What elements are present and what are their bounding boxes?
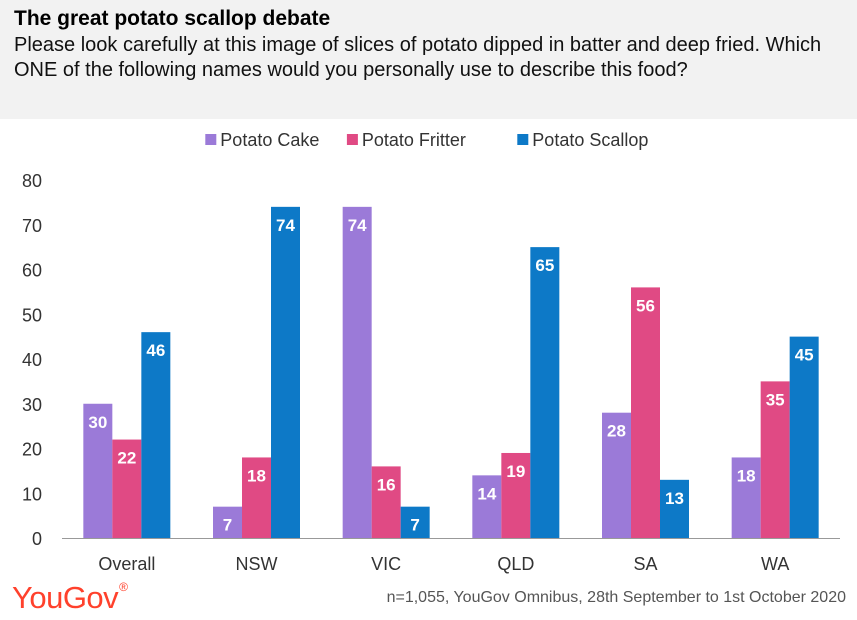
data-label: 56 (636, 296, 655, 315)
bar (400, 506, 430, 538)
y-tick-label: 0 (32, 529, 42, 549)
data-label: 18 (247, 466, 266, 485)
bar (342, 206, 372, 538)
bar (83, 403, 113, 538)
y-tick-label: 30 (22, 395, 42, 415)
legend-label: Potato Fritter (362, 130, 466, 150)
data-label: 7 (223, 516, 232, 535)
yougov-logo: YouGov® (12, 580, 128, 615)
legend-swatch (346, 134, 358, 145)
y-tick-label: 80 (22, 171, 42, 191)
x-tick-label: SA (633, 554, 657, 574)
chart-title: The great potato scallop debate (14, 7, 331, 30)
y-tick-label: 20 (22, 440, 42, 460)
legend-swatch (205, 134, 217, 145)
x-tick-label: QLD (497, 554, 534, 574)
y-tick-label: 10 (22, 484, 42, 504)
y-tick-label: 50 (22, 305, 42, 325)
bar (660, 479, 689, 538)
bar (371, 466, 401, 538)
x-tick-label: VIC (371, 554, 401, 574)
legend-label: Potato Scallop (532, 130, 648, 150)
bar (631, 287, 660, 538)
data-label: 22 (117, 449, 136, 468)
bar (112, 439, 142, 538)
x-tick-label: WA (761, 554, 789, 574)
x-tick-label: NSW (236, 554, 278, 574)
bar (271, 206, 300, 538)
bar (530, 247, 560, 538)
chart-header: The great potato scallop debate Please l… (0, 0, 857, 119)
legend-swatch (517, 134, 529, 145)
footer-note: n=1,055, YouGov Omnibus, 28th September … (386, 589, 846, 606)
bar (472, 475, 502, 538)
bar (789, 336, 819, 538)
y-tick-label: 40 (22, 350, 42, 370)
data-label: 30 (88, 413, 107, 432)
data-label: 74 (348, 216, 367, 235)
data-label: 13 (665, 489, 684, 508)
y-tick-label: 70 (22, 216, 42, 236)
data-label: 16 (377, 475, 396, 494)
data-label: 14 (477, 484, 496, 503)
data-label: 35 (766, 390, 785, 409)
data-label: 65 (535, 256, 554, 275)
bar (242, 457, 271, 538)
chart-subtitle: Please look carefully at this image of s… (14, 34, 822, 81)
bar (141, 332, 171, 538)
bar (501, 452, 531, 538)
y-tick-label: 60 (22, 261, 42, 281)
bar (731, 457, 761, 538)
data-label: 7 (410, 516, 419, 535)
data-label: 74 (276, 216, 295, 235)
x-tick-label: Overall (98, 554, 155, 574)
bar (213, 506, 242, 538)
data-label: 28 (607, 422, 626, 441)
data-label: 46 (146, 341, 165, 360)
data-label: 45 (795, 346, 814, 365)
bar-chart: 01020304050607080302246Overall71874NSW74… (22, 130, 840, 574)
data-label: 18 (737, 466, 756, 485)
bar (602, 412, 631, 538)
bar (760, 381, 790, 538)
data-label: 19 (506, 462, 525, 481)
legend-label: Potato Cake (220, 130, 319, 150)
